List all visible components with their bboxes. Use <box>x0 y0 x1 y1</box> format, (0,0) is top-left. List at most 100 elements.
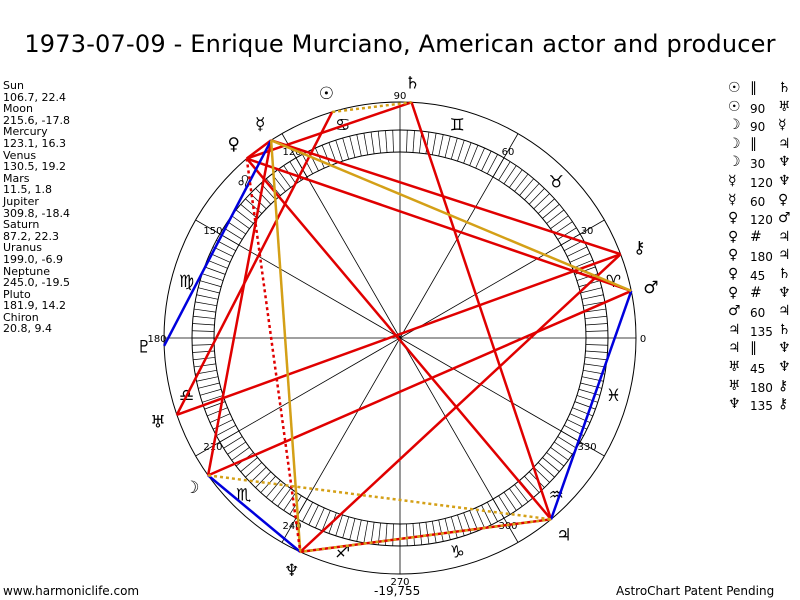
uranus-icon: ♅ <box>150 412 165 432</box>
planet-coords: 11.5, 1.8 <box>3 183 52 197</box>
degree-tick <box>542 457 560 472</box>
degree-tick <box>498 161 511 181</box>
aspect-planet-1: ♃ <box>728 340 741 357</box>
degree-tick <box>406 130 408 153</box>
aspect-line-jupiter-neptune <box>300 518 552 554</box>
aspect-line-mars-moon <box>207 289 632 477</box>
aspect-line-mercury-chiron <box>270 139 622 256</box>
degree-tick <box>524 475 540 493</box>
degree-tick <box>223 436 243 449</box>
aspect-planet-1: ♃ <box>728 321 741 338</box>
degree-tick <box>438 519 444 542</box>
aspect-row: ☽ 90 ☿ <box>728 117 800 136</box>
sign-divider <box>399 337 519 543</box>
degree-tick <box>240 204 258 219</box>
degree-tick <box>557 436 577 449</box>
degree-label: 60 <box>502 147 515 158</box>
aspect-planet-1: ☿ <box>728 191 737 208</box>
degree-tick <box>514 484 529 503</box>
degree-tick <box>469 145 479 166</box>
degree-tick <box>196 294 219 300</box>
planet-name: Jupiter <box>3 194 39 208</box>
degree-tick <box>198 382 220 389</box>
aspect-type: 30 <box>750 157 766 172</box>
aspect-type: 120 <box>750 175 773 190</box>
jupiter-icon: ♃ <box>556 526 571 546</box>
aspect-row: ♂ 60 ♃ <box>728 303 800 322</box>
chiron-icon: ⚷ <box>633 238 645 258</box>
degree-tick <box>509 488 523 507</box>
aspect-planet-1: ☉ <box>728 98 741 115</box>
degree-tick <box>554 221 573 235</box>
planet-coords: 130.5, 19.2 <box>3 160 66 174</box>
degree-tick <box>444 136 451 158</box>
degree-tick <box>450 137 458 160</box>
aspect-type: 90 <box>750 120 766 135</box>
aspect-planet-2: ♃ <box>778 228 791 245</box>
degree-label: 330 <box>578 442 597 453</box>
degree-tick <box>431 133 437 155</box>
degree-tick <box>363 133 369 155</box>
aspect-planet-1: ☉ <box>728 80 741 96</box>
sign-divider <box>399 219 605 339</box>
degree-tick <box>584 315 607 319</box>
degree-tick <box>537 462 555 478</box>
planet-name: Venus <box>3 148 37 162</box>
degree-tick <box>328 142 337 164</box>
degree-tick <box>199 280 222 288</box>
aspect-line-sun-uranus <box>175 111 334 416</box>
aspect-planet-2: ♆ <box>778 172 791 189</box>
degree-tick <box>533 466 550 483</box>
degree-tick <box>245 462 263 478</box>
aspect-row: ♀ # ♆ <box>728 285 800 304</box>
aspect-planet-2: ☿ <box>778 117 787 134</box>
aspect-line-moon-mercury <box>206 140 273 476</box>
degree-tick <box>193 308 216 313</box>
degree-tick <box>315 507 325 529</box>
degree-tick <box>204 266 226 275</box>
aspect-row: ♅ 45 ♆ <box>728 359 800 378</box>
planet-name: Neptune <box>3 264 51 278</box>
degree-tick <box>216 425 236 436</box>
degree-tick <box>550 215 569 229</box>
aspect-line-mercury-venus <box>245 139 272 160</box>
degree-tick <box>584 357 607 361</box>
degree-tick <box>385 523 388 546</box>
degree-tick <box>216 240 236 251</box>
sign-divider <box>399 133 519 339</box>
degree-tick <box>481 505 492 526</box>
aspect-row: ♀ 120 ♂ <box>728 210 800 229</box>
degree-tick <box>524 183 540 201</box>
degree-tick <box>195 301 217 307</box>
degree-tick <box>537 198 555 214</box>
degree-tick <box>199 388 222 396</box>
degree-tick <box>514 173 529 192</box>
footer-value: -19,755 <box>374 584 421 598</box>
aspect-planet-1: ♀ <box>728 265 739 282</box>
aspect-line-mercury-pluto <box>163 139 273 347</box>
aspect-line-venus-mars <box>246 157 632 293</box>
aspect-type: 135 <box>750 399 773 414</box>
aspect-type: 60 <box>750 306 766 321</box>
venus-icon: ♀ <box>228 134 240 154</box>
aspect-planet-1: ♀ <box>728 247 739 264</box>
degree-tick <box>193 315 216 319</box>
planet-name: Pluto <box>3 287 31 301</box>
degree-tick <box>580 287 602 294</box>
degree-label: 90 <box>394 91 407 102</box>
planet-coords: 215.6, -17.8 <box>3 113 70 127</box>
aspect-row: ☉ 90 ♅ <box>728 99 800 118</box>
degree-tick <box>487 502 498 522</box>
aspect-type: 180 <box>750 250 773 265</box>
degree-label: 150 <box>203 226 222 237</box>
site-link[interactable]: www.harmoniclife.com <box>3 584 140 598</box>
aspect-planet-2: ♃ <box>778 135 791 152</box>
aspect-planet-1: ♅ <box>728 377 741 394</box>
degree-tick <box>260 475 276 493</box>
aspect-line-mars-mercury <box>270 139 632 293</box>
degree-tick <box>235 209 254 224</box>
degree-tick <box>192 330 215 332</box>
aspect-planet-2: ♄ <box>778 265 791 282</box>
aspect-type: ∥ <box>750 135 757 152</box>
degree-tick <box>503 165 517 184</box>
